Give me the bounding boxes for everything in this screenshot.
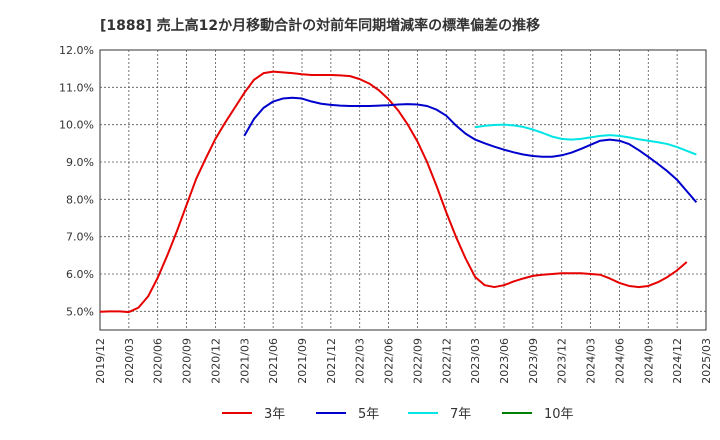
x-tick-label: 2023/03 (469, 338, 482, 384)
x-tick-label: 2022/06 (383, 338, 396, 384)
y-tick-label: 5.0% (66, 305, 94, 318)
x-tick-label: 2022/12 (440, 338, 453, 384)
x-tick-label: 2024/12 (671, 338, 684, 384)
x-tick-label: 2022/09 (411, 338, 424, 384)
y-tick-label: 12.0% (59, 44, 94, 57)
x-tick-label: 2020/03 (123, 338, 136, 384)
legend-label: 10年 (544, 407, 574, 422)
y-tick-label: 9.0% (66, 156, 94, 169)
vertical-gridlines (128, 50, 678, 330)
plot-area (99, 49, 707, 331)
x-tick-label: 2024/03 (585, 338, 598, 384)
x-tick-label: 2021/03 (238, 338, 251, 384)
y-tick-label: 7.0% (66, 231, 94, 244)
y-tick-label: 10.0% (59, 119, 94, 132)
x-tick-label: 2024/09 (642, 338, 655, 384)
series-line (243, 96, 698, 203)
y-tick-label: 8.0% (66, 193, 94, 206)
legend-label: 5年 (358, 407, 379, 422)
x-tick-label: 2024/06 (613, 338, 626, 384)
legend-label: 7年 (450, 407, 471, 422)
x-tick-label: 2023/06 (498, 338, 511, 384)
legend: 3年 5年 7年 10年 (222, 407, 574, 422)
x-tick-label: 2025/03 (700, 338, 713, 384)
x-tick-label: 2023/09 (527, 338, 540, 384)
horizontal-gridlines (100, 86, 706, 312)
x-axis-tick-labels: 2019/12 2020/03 2020/06 2020/09 2020/12 2021/… (94, 338, 713, 384)
x-tick-label: 2021/12 (325, 338, 338, 384)
x-tick-label: 2023/12 (556, 338, 569, 384)
x-tick-label: 2021/09 (296, 338, 309, 384)
legend-label: 3年 (264, 407, 285, 422)
x-tick-label: 2020/12 (209, 338, 222, 384)
y-tick-label: 6.0% (66, 268, 94, 281)
x-tick-label: 2020/06 (152, 338, 165, 384)
x-tick-label: 2019/12 (94, 338, 107, 384)
y-tick-label: 11.0% (59, 81, 94, 94)
y-axis-tick-labels: 5.0% 6.0% 7.0% 8.0% 9.0% 10.0% 11.0% 12.0% (59, 44, 94, 318)
series-line (474, 123, 697, 156)
chart-title: [1888] 売上高12か月移動合計の対前年同期増減率の標準偏差の推移 (100, 17, 540, 34)
x-tick-label: 2020/09 (181, 338, 194, 384)
x-tick-label: 2021/06 (267, 338, 280, 384)
series-lines (99, 70, 698, 314)
x-tick-label: 2022/03 (354, 338, 367, 384)
